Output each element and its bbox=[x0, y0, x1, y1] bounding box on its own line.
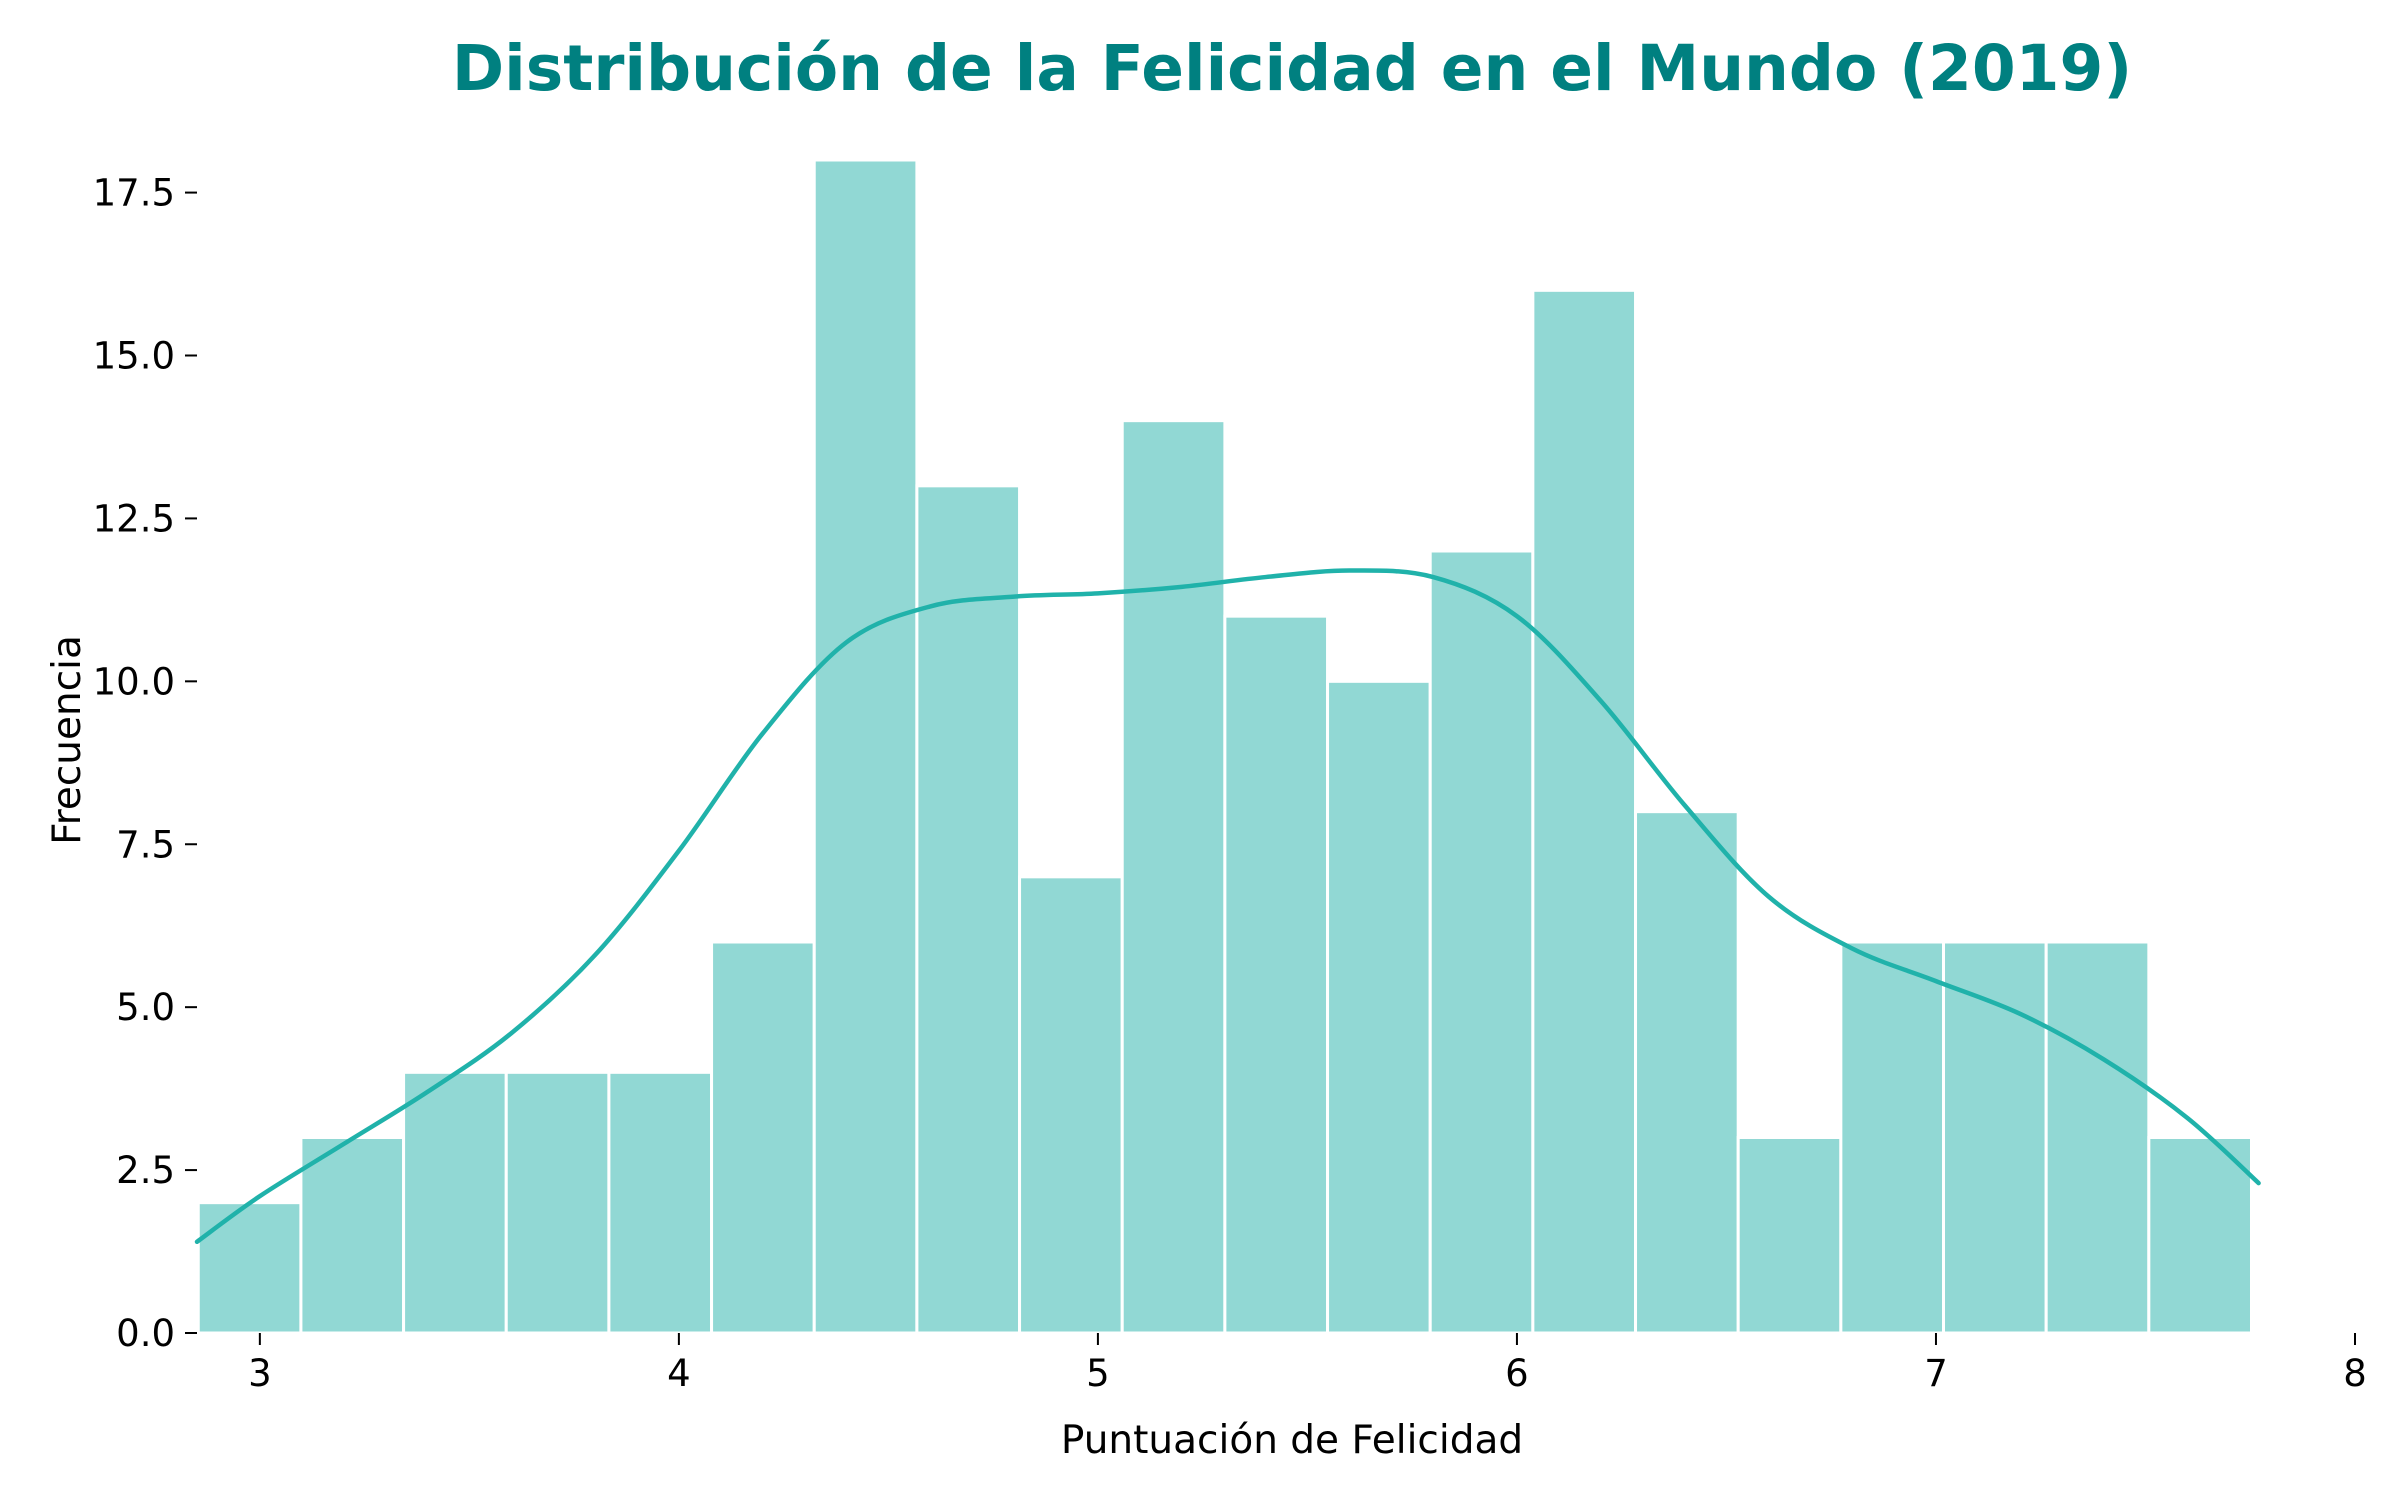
histogram-bar bbox=[812, 158, 919, 1335]
histogram-bar bbox=[1736, 1136, 1843, 1335]
y-tick-label: 7.5 bbox=[116, 823, 175, 866]
histogram-bar bbox=[710, 940, 816, 1335]
y-tick-label: 5.0 bbox=[116, 986, 175, 1029]
histogram-bar bbox=[1531, 288, 1638, 1335]
y-axis-label: Frecuencia bbox=[45, 635, 90, 845]
histogram-bar bbox=[1120, 419, 1227, 1335]
x-tick-label: 4 bbox=[667, 1352, 691, 1395]
histogram-bar bbox=[196, 1201, 303, 1335]
y-tick-label: 2.5 bbox=[116, 1149, 175, 1192]
chart-title: Distribución de la Felicidad en el Mundo… bbox=[452, 32, 2132, 105]
y-tick-label: 10.0 bbox=[93, 660, 175, 703]
histogram-bar bbox=[1839, 940, 1946, 1335]
y-tick-label: 12.5 bbox=[93, 497, 175, 540]
x-axis: 3 4 5 6 7 8 bbox=[248, 1333, 2367, 1395]
histogram-bar bbox=[2147, 1136, 2253, 1335]
y-axis: 0.0 2.5 5.0 7.5 10.0 12.5 15.0 17.5 bbox=[93, 172, 197, 1355]
y-tick-label: 17.5 bbox=[93, 172, 175, 215]
x-axis-label: Puntuación de Felicidad bbox=[1061, 1418, 1523, 1463]
histogram-bar bbox=[1223, 614, 1330, 1335]
kde-layer bbox=[194, 568, 2261, 1245]
x-tick-label: 6 bbox=[1505, 1352, 1529, 1395]
y-tick-label: 15.0 bbox=[93, 335, 175, 378]
histogram-bar bbox=[915, 484, 1022, 1335]
histogram-bar bbox=[299, 1136, 406, 1335]
histogram-bar bbox=[402, 1070, 508, 1335]
x-tick-label: 7 bbox=[1924, 1352, 1948, 1395]
histogram-bar bbox=[2044, 940, 2151, 1335]
histogram-bar bbox=[1942, 940, 2048, 1335]
histogram-bar bbox=[1018, 875, 1124, 1335]
bars-layer bbox=[196, 158, 2253, 1335]
histogram-bar bbox=[607, 1070, 714, 1335]
x-tick-label: 3 bbox=[248, 1352, 272, 1395]
kde-line bbox=[194, 568, 2261, 1245]
x-tick-label: 5 bbox=[1086, 1352, 1110, 1395]
x-tick-label: 8 bbox=[2343, 1352, 2367, 1395]
y-tick-label: 0.0 bbox=[116, 1312, 175, 1355]
histogram-bar bbox=[1634, 810, 1740, 1335]
histogram-bar bbox=[504, 1070, 611, 1335]
histogram-bar bbox=[1326, 679, 1432, 1335]
histogram-bar bbox=[1428, 549, 1535, 1335]
